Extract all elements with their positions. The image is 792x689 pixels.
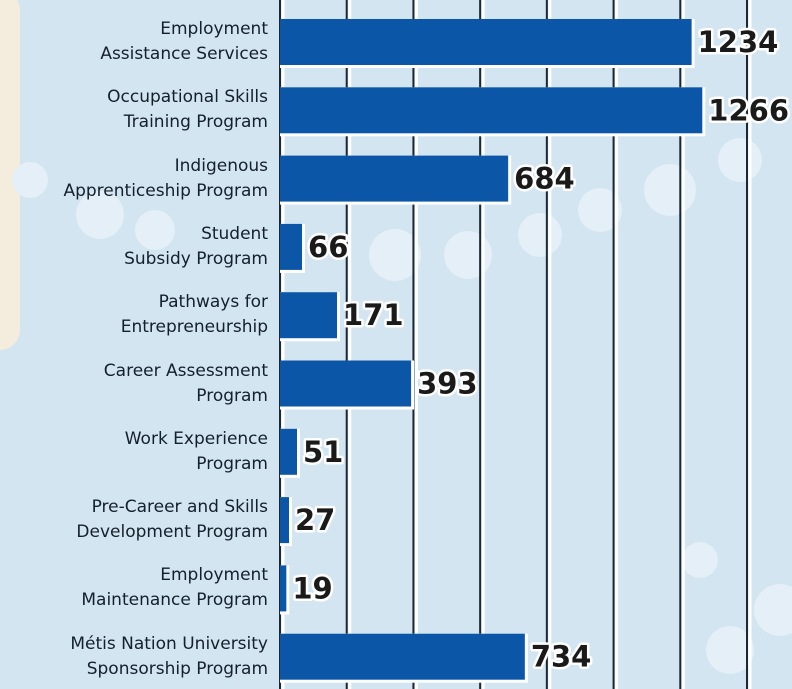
- bar: [280, 565, 286, 611]
- category-label: Employment Assistance Services: [0, 17, 268, 67]
- category-label: Occupational Skills Training Program: [0, 85, 268, 135]
- bar: [280, 634, 525, 680]
- category-label: Pre-Career and Skills Development Progra…: [0, 495, 268, 545]
- category-label: Indigenous Apprenticeship Program: [0, 154, 268, 204]
- bar: [280, 429, 297, 475]
- value-label: 1266: [708, 93, 789, 127]
- category-label: Work Experience Program: [0, 427, 268, 477]
- bar: [280, 156, 508, 202]
- category-label: Employment Maintenance Program: [0, 563, 268, 613]
- value-label: 19: [292, 571, 332, 605]
- category-label: Métis Nation University Sponsorship Prog…: [0, 632, 268, 682]
- bar: [280, 87, 702, 133]
- value-label: 393: [417, 367, 478, 401]
- value-label: 51: [303, 435, 343, 469]
- bar: [280, 19, 692, 65]
- value-label: 684: [514, 162, 575, 196]
- value-label: 171: [343, 298, 404, 332]
- value-label: 734: [531, 640, 592, 674]
- value-label: 66: [308, 230, 348, 264]
- bar: [280, 497, 289, 543]
- page: 1234 1266 684 66 171 393 51 27 19 734 Employment …: [0, 0, 792, 689]
- bar: [280, 292, 337, 338]
- bar: [280, 224, 302, 270]
- category-label: Student Subsidy Program: [0, 222, 268, 272]
- value-label: 27: [295, 503, 335, 537]
- bar: [280, 361, 411, 407]
- category-label: Career Assessment Program: [0, 359, 268, 409]
- category-label: Pathways for Entrepreneurship: [0, 290, 268, 340]
- value-label: 1234: [698, 25, 779, 59]
